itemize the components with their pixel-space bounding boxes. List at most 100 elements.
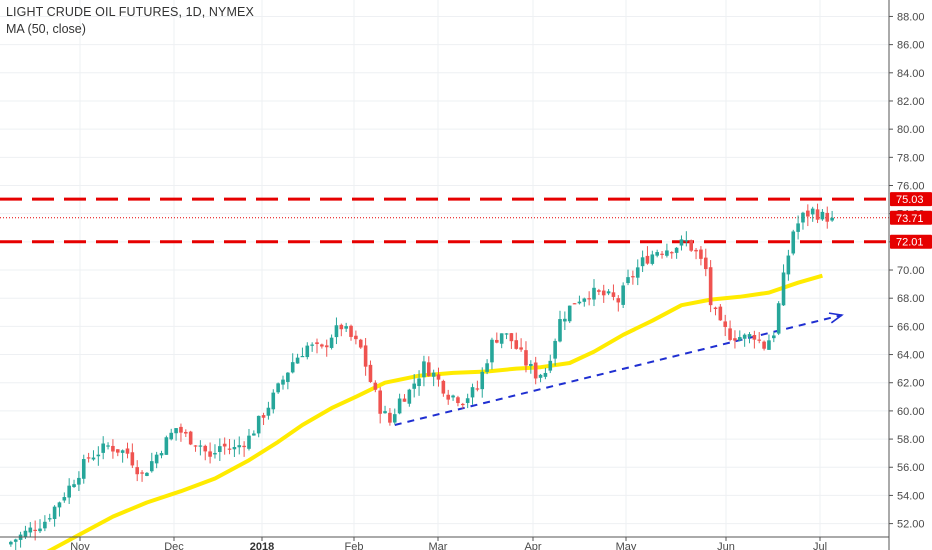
candle-body: [422, 361, 426, 378]
candle-body: [674, 247, 679, 253]
candle-body: [820, 211, 825, 220]
candle-body: [412, 383, 417, 389]
candle-body: [247, 435, 251, 449]
moving-average: [46, 273, 823, 550]
candle-body: [543, 372, 548, 377]
candle-body: [120, 450, 125, 453]
candle-body: [295, 357, 300, 364]
candle-body: [271, 392, 276, 410]
candle-body: [631, 276, 635, 278]
candle-body: [344, 326, 348, 329]
candle-body: [703, 257, 708, 270]
candle-body: [402, 398, 407, 402]
y-tick-label: 84.00: [897, 68, 925, 80]
trend-line[interactable]: [394, 312, 844, 426]
candle-body: [533, 362, 538, 379]
candle-body: [213, 452, 217, 455]
ma-50-line: [46, 273, 823, 550]
candle-body: [495, 339, 499, 343]
price-badge-72-bg: [890, 234, 932, 249]
candle-body: [558, 319, 562, 342]
candle-body: [567, 305, 572, 322]
candle-body: [490, 339, 494, 363]
x-tick-label: Feb: [345, 541, 364, 550]
candle-body: [125, 448, 130, 454]
candle-body: [354, 335, 358, 340]
x-tick-label: May: [616, 541, 637, 550]
candle-body: [645, 255, 650, 264]
price-badge-last-bg: [890, 210, 932, 225]
horizontal-levels[interactable]: [0, 197, 889, 244]
candle-body: [665, 250, 669, 256]
candle-body: [77, 477, 81, 485]
candle-body: [96, 454, 101, 457]
candle-body: [504, 333, 509, 335]
candle-body: [524, 350, 528, 366]
candle-body: [193, 445, 198, 447]
candle-body: [776, 303, 781, 334]
candle-body: [538, 374, 543, 378]
trend-line-path[interactable]: [394, 314, 843, 426]
candle-body: [635, 267, 640, 278]
candles: [9, 203, 834, 550]
candle-body: [115, 449, 120, 453]
candle-body: [762, 341, 766, 349]
candle-body: [426, 362, 431, 377]
y-tick-label: 66.00: [897, 321, 925, 333]
candle-body: [111, 445, 115, 452]
candle-body: [737, 337, 742, 341]
y-tick-label: 62.00: [897, 378, 925, 390]
candle-body: [772, 335, 776, 339]
candle-body: [563, 318, 567, 322]
candle-body: [742, 334, 747, 339]
candle-body: [203, 445, 208, 452]
candle-body: [655, 252, 659, 256]
candle-body: [519, 347, 523, 350]
candle-body: [781, 272, 786, 306]
candle-body: [509, 333, 514, 342]
candle-body: [470, 387, 475, 398]
candle-body: [52, 506, 57, 520]
candle-body: [266, 407, 271, 416]
candle-body: [373, 382, 378, 390]
candle-body: [179, 426, 183, 433]
price-badge-72: 72.01: [896, 237, 924, 249]
candle-body: [281, 379, 285, 385]
candle-body: [86, 457, 91, 459]
candle-body: [47, 518, 52, 520]
candle-body: [577, 301, 582, 304]
candle-body: [300, 355, 305, 358]
candle-body: [164, 437, 169, 455]
candle-body: [713, 307, 718, 310]
y-tick-label: 86.00: [897, 40, 925, 52]
candle-body: [553, 340, 557, 359]
candle-body: [329, 337, 334, 348]
candle-body: [310, 344, 314, 346]
candle-body: [91, 457, 96, 460]
candle-body: [475, 388, 480, 390]
candle-body: [815, 209, 820, 220]
candle-body: [149, 461, 154, 472]
candle-body: [441, 380, 446, 394]
candle-body: [62, 497, 67, 501]
candle-body: [694, 249, 698, 252]
candle-body: [606, 291, 611, 294]
candle-body: [626, 277, 630, 284]
candle-body: [548, 360, 553, 371]
y-tick-label: 60.00: [897, 406, 925, 418]
candle-body: [752, 335, 757, 340]
candle-body: [276, 383, 280, 393]
candle-body: [451, 395, 455, 398]
price-axis[interactable]: 88.0086.0084.0082.0080.0078.0076.0074.00…: [888, 0, 925, 550]
candle-body: [728, 328, 732, 340]
y-tick-label: 82.00: [897, 96, 925, 108]
candle-body: [286, 372, 290, 382]
candle-body: [43, 521, 47, 529]
candle-body: [806, 210, 810, 217]
candle-body: [67, 485, 71, 498]
candle-body: [796, 223, 800, 232]
candle-body: [101, 443, 105, 453]
time-axis[interactable]: Nov Dec 2018 Feb Mar Apr May Jun Jul: [0, 536, 889, 550]
